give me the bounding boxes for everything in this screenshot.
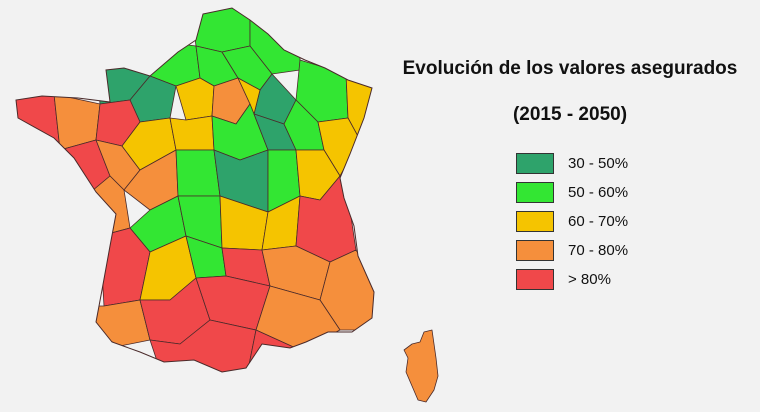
department [189,8,251,53]
map-subtitle: (2015 - 2050) [512,104,628,125]
france-outline [15,7,375,373]
france-map [15,7,375,373]
legend-label: 50 - 60% [568,184,629,201]
department [403,329,439,403]
map-title: Evolución de los valores asegurados [402,58,738,79]
department [169,115,215,151]
legend-label: 70 - 80% [568,242,629,259]
legend-swatch [516,211,554,232]
legend-label: 30 - 50% [568,155,629,172]
legend-swatch [516,269,554,290]
department [175,77,215,121]
legend-item: 30 - 50% [516,149,628,178]
legend-item: > 80% [516,265,628,294]
legend-swatch [516,240,554,261]
legend: 30 - 50% 50 - 60% 60 - 70% 70 - 80% > 80… [516,149,628,294]
legend-label: > 80% [568,271,611,288]
legend-item: 50 - 60% [516,178,628,207]
department [16,89,61,151]
legend-item: 60 - 70% [516,207,628,236]
departments [16,8,374,372]
legend-item: 70 - 80% [516,236,628,265]
corsica-map [403,329,439,403]
legend-swatch [516,182,554,203]
legend-label: 60 - 70% [568,213,629,230]
department-map-svg [15,7,375,373]
department [175,149,221,197]
legend-swatch [516,153,554,174]
